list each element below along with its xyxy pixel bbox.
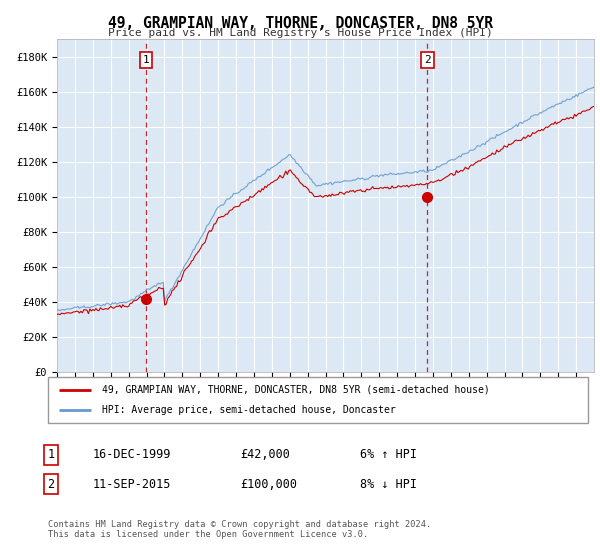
Text: 11-SEP-2015: 11-SEP-2015: [93, 478, 172, 491]
Text: HPI: Average price, semi-detached house, Doncaster: HPI: Average price, semi-detached house,…: [102, 405, 396, 415]
Text: 6% ↑ HPI: 6% ↑ HPI: [360, 448, 417, 461]
Text: 49, GRAMPIAN WAY, THORNE, DONCASTER, DN8 5YR: 49, GRAMPIAN WAY, THORNE, DONCASTER, DN8…: [107, 16, 493, 31]
Text: 2: 2: [424, 55, 431, 66]
Text: 1: 1: [142, 55, 149, 66]
Text: Price paid vs. HM Land Registry's House Price Index (HPI): Price paid vs. HM Land Registry's House …: [107, 28, 493, 38]
Text: 8% ↓ HPI: 8% ↓ HPI: [360, 478, 417, 491]
Text: 16-DEC-1999: 16-DEC-1999: [93, 448, 172, 461]
Text: 49, GRAMPIAN WAY, THORNE, DONCASTER, DN8 5YR (semi-detached house): 49, GRAMPIAN WAY, THORNE, DONCASTER, DN8…: [102, 385, 490, 395]
Text: Contains HM Land Registry data © Crown copyright and database right 2024.
This d: Contains HM Land Registry data © Crown c…: [48, 520, 431, 539]
Text: 1: 1: [47, 448, 55, 461]
Text: £42,000: £42,000: [240, 448, 290, 461]
Text: 2: 2: [47, 478, 55, 491]
Text: £100,000: £100,000: [240, 478, 297, 491]
